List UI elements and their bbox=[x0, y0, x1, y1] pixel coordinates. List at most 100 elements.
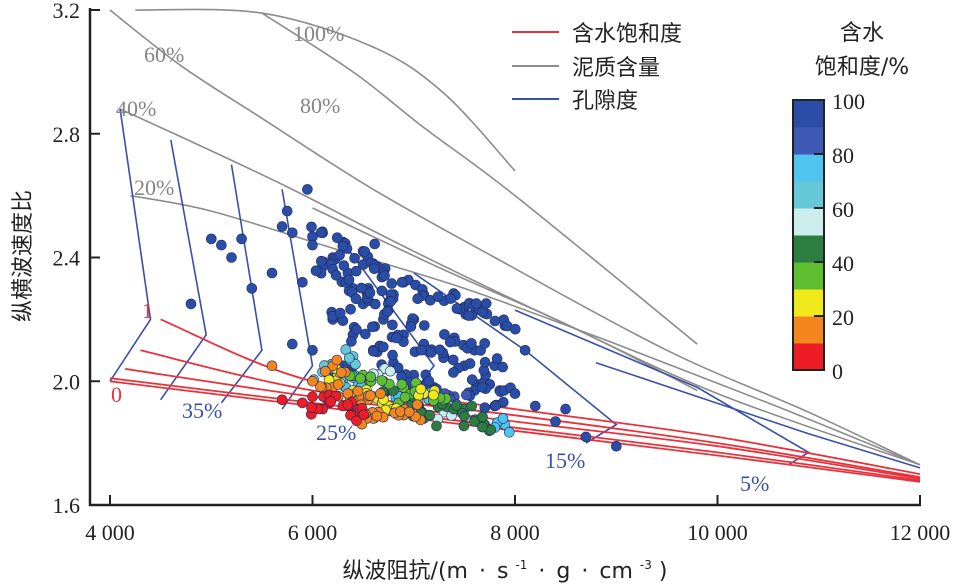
model-line bbox=[109, 9, 921, 466]
scatter-point bbox=[369, 238, 381, 250]
model-line bbox=[119, 108, 921, 466]
colorbar-tick-label: 80 bbox=[832, 143, 854, 168]
scatter-point bbox=[334, 249, 345, 261]
x-axis-title-cm: cm bbox=[599, 559, 633, 584]
scatter-point bbox=[424, 409, 436, 421]
model-line bbox=[135, 8, 516, 172]
scatter-point bbox=[396, 378, 408, 390]
scatter-point bbox=[346, 336, 357, 347]
colorbar-title-line2: 饱和度/% bbox=[815, 55, 909, 80]
x-axis-title-sup2: -3 bbox=[640, 558, 652, 572]
model-line bbox=[130, 194, 921, 466]
shale-label-100: 100% bbox=[293, 21, 344, 46]
scatter-point bbox=[365, 390, 376, 401]
scatter-point bbox=[477, 421, 488, 433]
x-tick-label: 8 000 bbox=[490, 520, 540, 545]
shale-label-60: 60% bbox=[144, 42, 184, 67]
saturation-lines bbox=[109, 318, 921, 483]
scatter-point bbox=[464, 358, 476, 369]
scatter-point bbox=[477, 411, 488, 423]
scatter-point bbox=[376, 375, 388, 386]
scatter-point bbox=[461, 389, 472, 401]
scatter-point bbox=[466, 374, 478, 386]
scatter-point bbox=[206, 233, 217, 245]
scatter-point bbox=[337, 240, 349, 252]
scatter-point bbox=[310, 265, 322, 277]
model-line bbox=[312, 207, 698, 392]
colorbar: 含水 饱和度/% 100 80 60 40 20 0 bbox=[792, 21, 909, 384]
scatter-point bbox=[343, 352, 355, 364]
colorbar-cell bbox=[793, 127, 824, 155]
scatter-point bbox=[385, 296, 397, 307]
scatter-point bbox=[479, 402, 491, 414]
x-axis-title-dot2: · bbox=[538, 559, 545, 584]
scatter-point bbox=[466, 400, 478, 412]
scatter-point bbox=[306, 402, 317, 413]
x-axis-title-g: g bbox=[556, 559, 570, 584]
scatter-point bbox=[412, 293, 424, 305]
scatter-point bbox=[307, 239, 318, 251]
scatter-point bbox=[489, 315, 501, 327]
scatter-point bbox=[418, 320, 430, 331]
model-line bbox=[159, 139, 208, 401]
colorbar-cell bbox=[793, 289, 824, 317]
legend-item-saturation: 含水饱和度 bbox=[512, 22, 682, 47]
x-axis-title-dot3: · bbox=[581, 559, 588, 584]
scatter-point bbox=[358, 409, 370, 421]
scatter-point bbox=[451, 303, 463, 314]
shale-label-20: 20% bbox=[134, 175, 174, 200]
scatter-point bbox=[411, 399, 423, 411]
colorbar-frame bbox=[792, 99, 825, 371]
scatter-point bbox=[185, 298, 197, 310]
x-axis-title-close: ) bbox=[659, 559, 668, 584]
shale-label-40: 40% bbox=[116, 96, 156, 121]
scatter-point bbox=[491, 353, 503, 364]
scatter-point bbox=[466, 338, 477, 349]
scatter-point bbox=[405, 321, 417, 332]
y-axis-title: 纵横波速度比 bbox=[11, 190, 36, 322]
scatter-point bbox=[403, 406, 415, 418]
scatter-point bbox=[351, 415, 362, 427]
scatter-point bbox=[509, 323, 521, 335]
scatter-point bbox=[387, 349, 398, 361]
scatter-point bbox=[387, 319, 398, 331]
scatter-point bbox=[447, 354, 459, 366]
scatter-point bbox=[286, 227, 298, 239]
scatter-point bbox=[352, 385, 364, 397]
y-tick-label: 1.6 bbox=[53, 493, 81, 518]
colorbar-title-line1: 含水 bbox=[840, 21, 884, 46]
scatter-point bbox=[415, 344, 427, 356]
x-axis-title-s: s bbox=[497, 559, 508, 584]
scatter-point bbox=[297, 276, 308, 288]
scatter-point bbox=[331, 354, 343, 366]
scatter-point bbox=[307, 344, 318, 356]
scatter-point bbox=[444, 336, 456, 348]
scatter-point bbox=[281, 205, 293, 217]
model-line bbox=[109, 377, 921, 482]
model-line bbox=[125, 368, 921, 480]
scatter-point bbox=[497, 361, 509, 373]
scatter-point bbox=[315, 381, 326, 392]
x-tick-label: 4 000 bbox=[85, 520, 135, 545]
scatter-point bbox=[286, 338, 298, 350]
y-tick-label: 2.8 bbox=[53, 122, 81, 147]
scatter-point bbox=[497, 413, 509, 424]
x-ticks: 4 000 6 000 8 000 10 000 12 000 bbox=[85, 495, 950, 545]
y-ticks: 1.6 2.0 2.4 2.8 3.2 bbox=[53, 0, 100, 518]
scatter-point bbox=[338, 260, 350, 271]
scatter-point bbox=[325, 396, 337, 407]
scatter-point bbox=[307, 375, 318, 387]
scatter-point bbox=[216, 239, 227, 251]
scatter-point bbox=[451, 400, 462, 411]
legend-item-shale: 泥质含量 bbox=[512, 56, 660, 81]
colorbar-cell bbox=[793, 208, 824, 236]
saturation-label-0: 0 bbox=[111, 382, 122, 407]
legend-label-saturation: 含水饱和度 bbox=[572, 22, 682, 47]
colorbar-cells bbox=[793, 100, 824, 371]
scatter-point bbox=[334, 307, 346, 319]
scatter-point bbox=[367, 345, 379, 357]
scatter-point bbox=[391, 332, 402, 344]
x-axis-title-main: 纵波阻抗/(m bbox=[343, 559, 468, 584]
model-line bbox=[109, 108, 152, 382]
